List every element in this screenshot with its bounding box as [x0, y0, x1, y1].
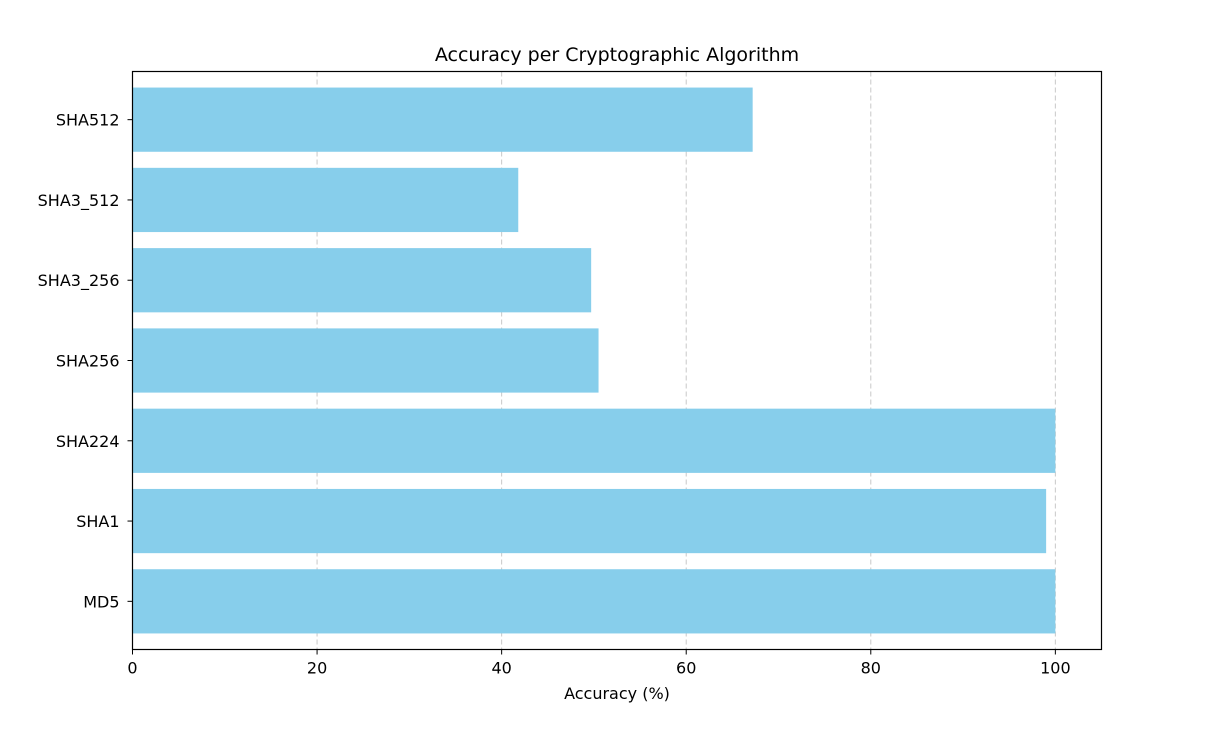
bar-sha512 [132, 87, 753, 152]
x-tick-label: 20 [307, 659, 327, 678]
y-axis: MD5 SHA1 SHA224 SHA256 SHA3_256 SHA3_512 SHA51… [38, 111, 133, 611]
bar-sha3_256 [132, 248, 592, 313]
bar-md5 [132, 569, 1056, 634]
y-tick-label: SHA224 [56, 432, 120, 451]
bar-sha224 [132, 408, 1056, 473]
x-axis: 0 20 40 60 80 100 [127, 649, 1071, 678]
bar-sha3_512 [132, 167, 519, 233]
bar-sha1 [132, 488, 1047, 554]
bars [132, 87, 1056, 634]
chart-title: Accuracy per Cryptographic Algorithm [435, 44, 799, 66]
y-tick-label: SHA3_256 [38, 271, 120, 291]
y-tick-label: MD5 [83, 592, 119, 611]
y-tick-label: SHA512 [56, 111, 120, 130]
x-tick-label: 100 [1040, 659, 1071, 678]
x-tick-label: 40 [491, 659, 511, 678]
x-tick-label: 60 [676, 659, 696, 678]
x-tick-label: 80 [861, 659, 881, 678]
y-tick-label: SHA256 [56, 352, 120, 371]
x-axis-label: Accuracy (%) [564, 684, 670, 703]
bar-sha256 [132, 328, 599, 393]
x-tick-label: 0 [127, 659, 137, 678]
y-tick-label: SHA1 [76, 512, 119, 531]
y-tick-label: SHA3_512 [38, 191, 120, 211]
